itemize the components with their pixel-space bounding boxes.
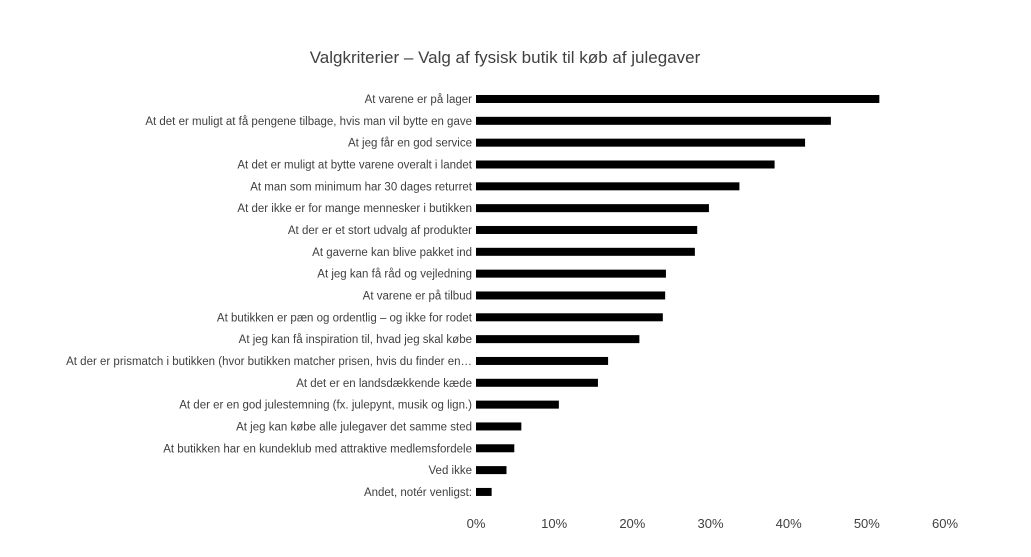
category-label: At jeg får en god service <box>348 138 472 150</box>
category-label: At det er muligt at få pengene tilbage, … <box>145 116 472 128</box>
category-label: At der er prismatch i butikken (hvor but… <box>66 356 472 368</box>
category-label: At jeg kan købe alle julegaver det samme… <box>236 421 472 433</box>
bar <box>476 400 559 409</box>
bar <box>476 138 806 147</box>
category-label: At det er en landsdækkende kæde <box>296 378 472 390</box>
bar <box>476 160 775 169</box>
category-label: At varene er på tilbud <box>363 290 472 302</box>
category-label: At gaverne kan blive pakket ind <box>312 247 472 259</box>
bar <box>476 291 666 300</box>
category-label: At varene er på lager <box>365 94 473 106</box>
bar <box>476 225 698 234</box>
category-label: Ved ikke <box>429 465 472 477</box>
bar <box>476 422 522 431</box>
category-label: At der ikke er for mange mennesker i but… <box>237 203 472 215</box>
bar <box>476 204 709 213</box>
bar <box>476 444 515 453</box>
category-label: At butikken er pæn og ordentlig – og ikk… <box>217 312 473 324</box>
x-tick-label: 40% <box>776 516 802 531</box>
category-label: At butikken har en kundeklub med attrakt… <box>163 443 472 455</box>
category-label: Andet, notér venligst: <box>364 487 472 499</box>
chart-title: Valgkriterier – Valg af fysisk butik til… <box>309 48 701 67</box>
x-tick-label: 20% <box>619 516 645 531</box>
category-label: At jeg kan få råd og vejledning <box>317 269 472 281</box>
category-label: At det er muligt at bytte varene overalt… <box>237 159 472 171</box>
bar <box>476 269 666 278</box>
bar <box>476 247 695 256</box>
bar <box>476 335 640 344</box>
bar <box>476 487 492 496</box>
bar <box>476 116 831 125</box>
bar <box>476 356 609 365</box>
x-tick-label: 0% <box>467 516 486 531</box>
category-label: At der er et stort udvalg af produkter <box>288 225 472 237</box>
bar <box>476 182 740 191</box>
x-tick-label: 10% <box>541 516 567 531</box>
x-tick-label: 60% <box>932 516 958 531</box>
bar <box>476 313 663 322</box>
category-label: At man som minimum har 30 dages returret <box>250 181 473 193</box>
x-tick-label: 50% <box>854 516 880 531</box>
category-label: At jeg kan få inspiration til, hvad jeg … <box>239 334 472 346</box>
bar <box>476 95 880 103</box>
bar <box>476 466 507 475</box>
x-tick-label: 30% <box>697 516 723 531</box>
bar <box>476 378 598 387</box>
category-label: At der er en god julestemning (fx. julep… <box>179 400 472 412</box>
